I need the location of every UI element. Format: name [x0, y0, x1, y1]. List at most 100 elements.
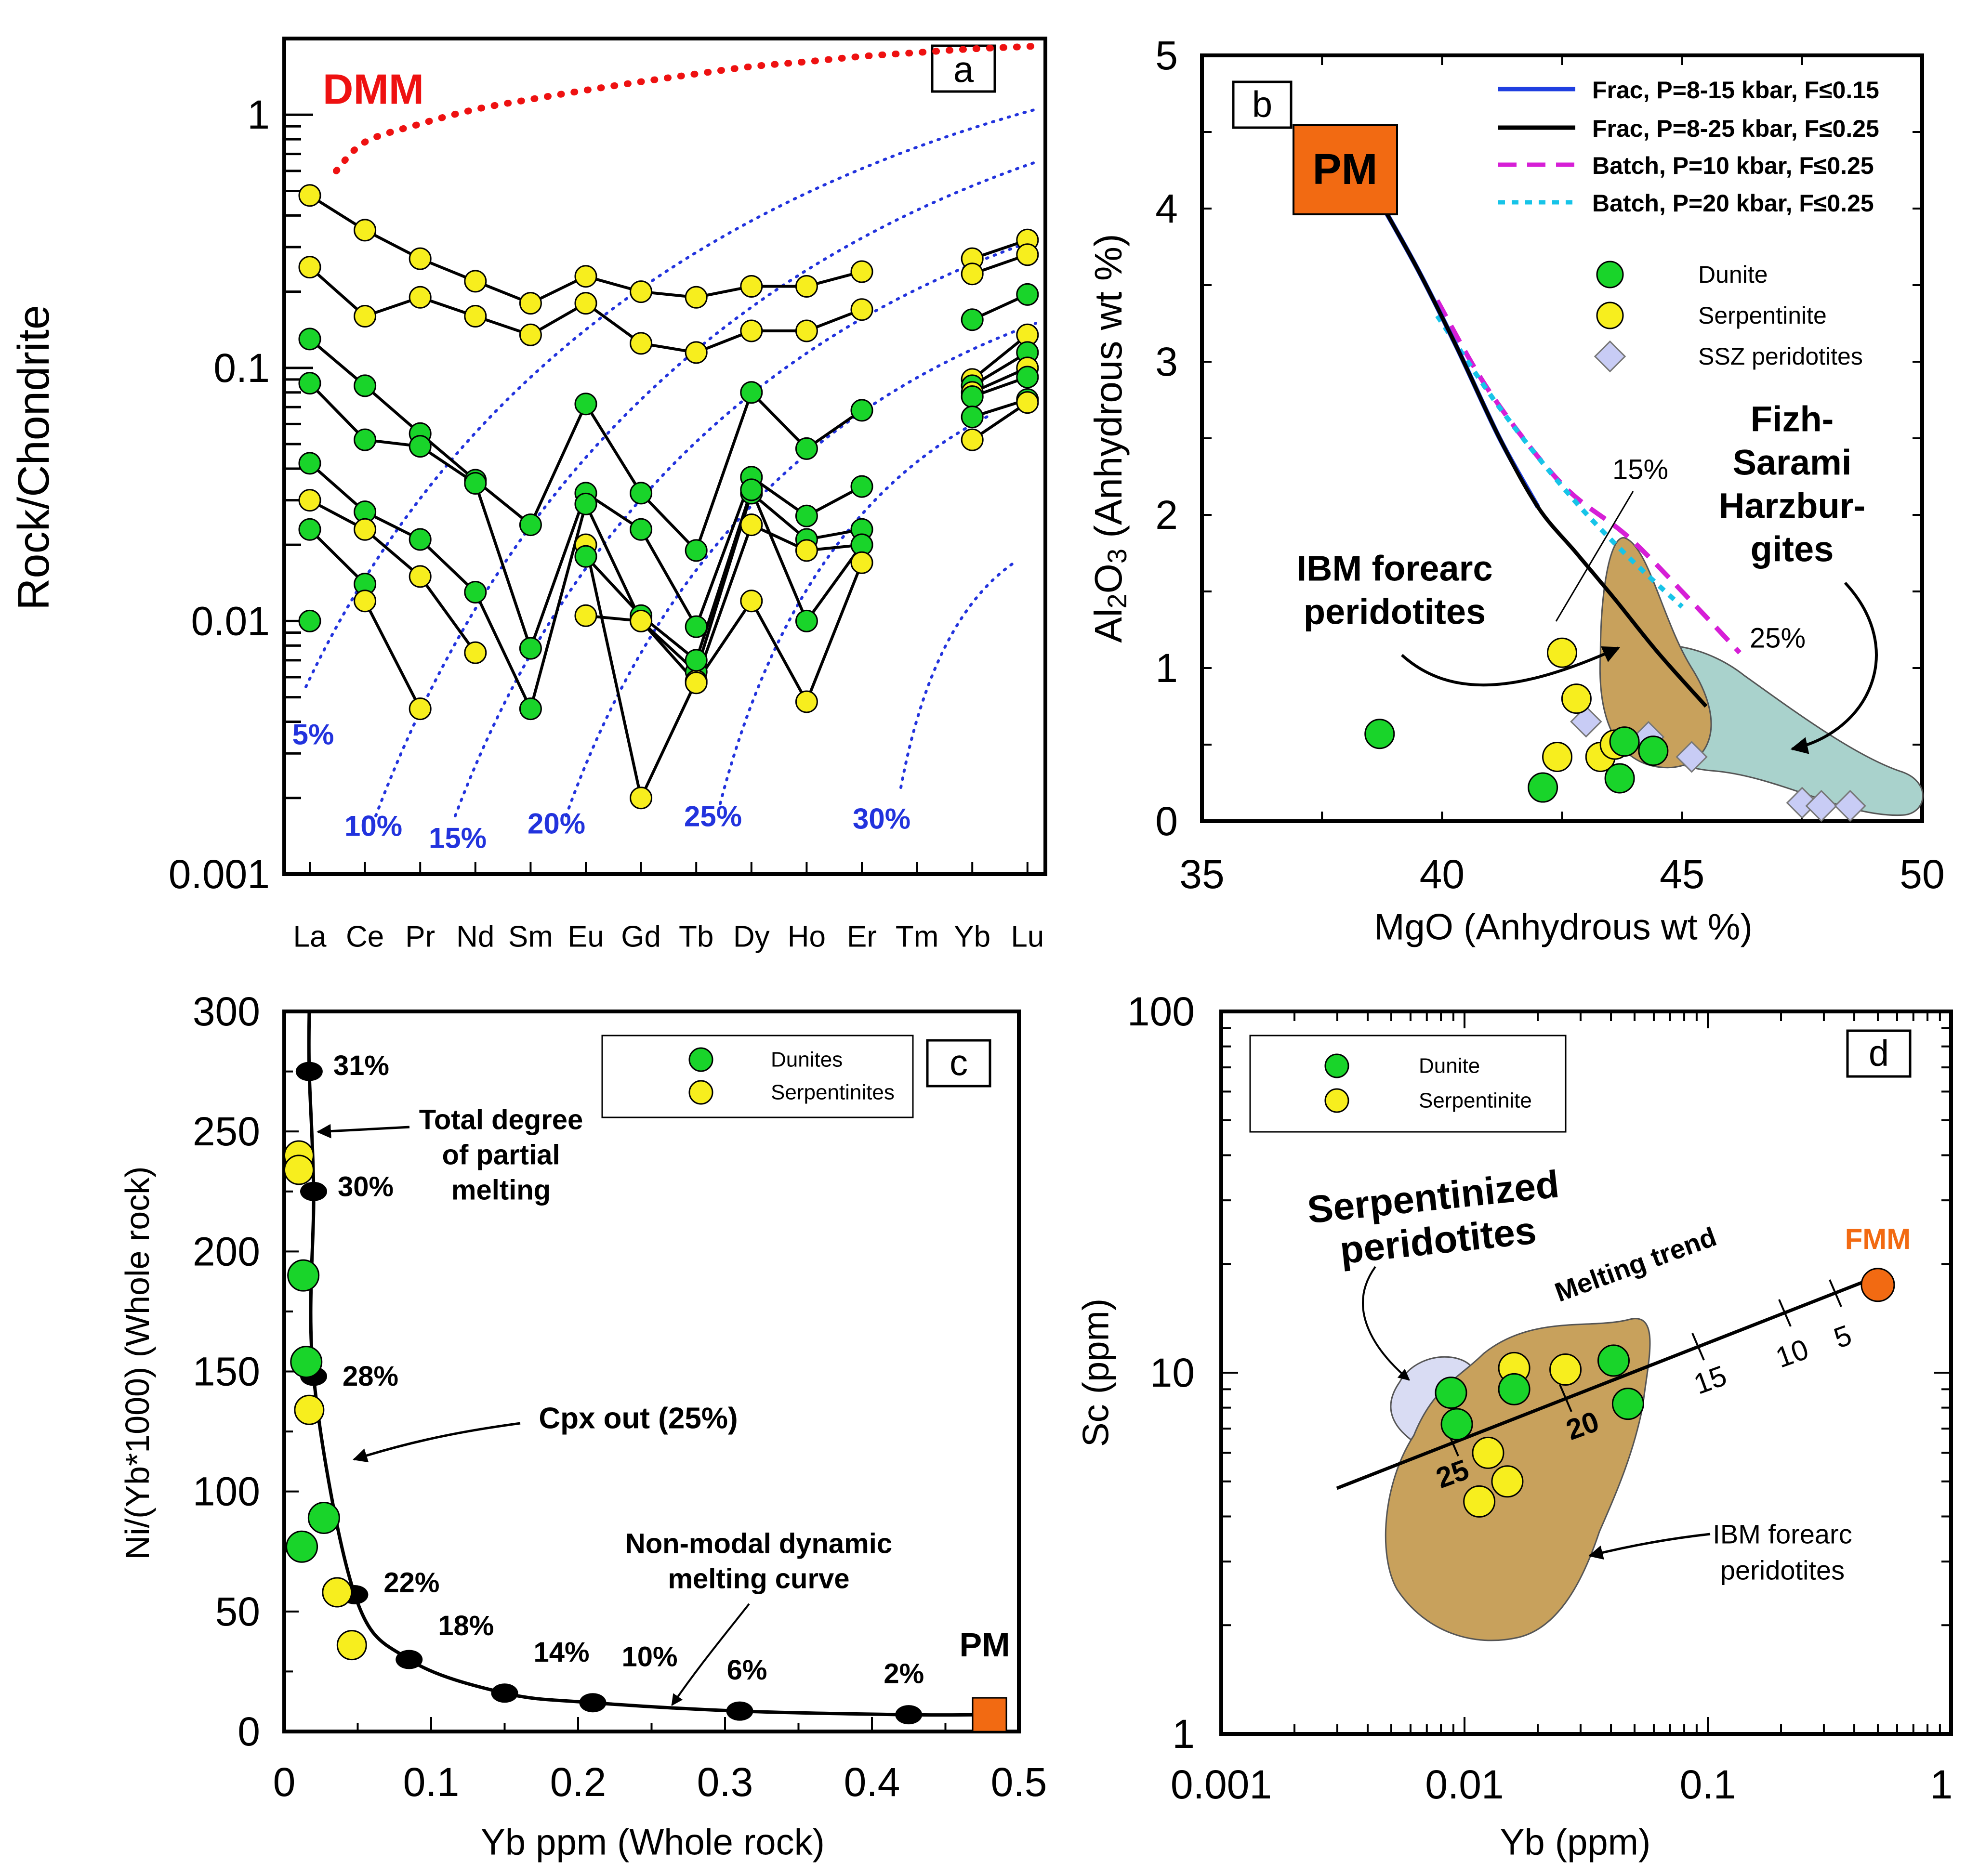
serpentinite-point: [795, 539, 818, 562]
x-tick-label: 35: [1179, 852, 1224, 897]
legend-marker-dunite: [688, 1047, 713, 1072]
y-tick-label: 100: [1127, 989, 1195, 1034]
serpentinite-point: [574, 265, 597, 288]
panel-c: 0 0.1 0.2 0.3 0.4 0.5 0 50 100 150 200 250 300 Yb ppm…: [119, 989, 1047, 1863]
dunite-point: [685, 615, 708, 638]
melt-degree-label: 10%: [622, 1641, 678, 1673]
dmm-label: DMM: [323, 66, 424, 113]
melting-curve-label: 25%: [684, 800, 742, 833]
batch-10kbar-curve: [1435, 299, 1742, 655]
serpentinite-point: [354, 219, 377, 242]
pm-marker: [972, 1697, 1007, 1732]
dunite-point: [298, 328, 321, 351]
melt-degree-label: 31%: [333, 1050, 389, 1081]
dunite-point: [298, 372, 321, 395]
panel-label-box: [1846, 1029, 1912, 1078]
serpentinite-point: [298, 184, 321, 207]
annotation-fizh: Sarami: [1733, 443, 1852, 483]
fmm-marker: [1860, 1268, 1895, 1302]
annotation-fizh: Fizh-: [1751, 399, 1834, 439]
y-tick-label: 2: [1155, 492, 1178, 538]
serpentinite-point: [795, 275, 818, 298]
melting-trend-line: [1336, 1277, 1873, 1490]
dunite-point: [290, 1346, 323, 1378]
y-tick-label: 1: [1155, 645, 1178, 691]
serpentinite-point: [795, 319, 818, 342]
serpentinite-point: [740, 319, 763, 342]
serpentinite-point: [354, 305, 377, 328]
legend-label: Batch, P=20 kbar, F≤0.25: [1592, 190, 1874, 217]
y-tick-label: 10: [1150, 1350, 1195, 1395]
x-axis-label: Yb ppm (Whole rock): [481, 1822, 825, 1863]
dunite-point: [795, 609, 818, 632]
y-tick-label: 150: [193, 1349, 260, 1394]
annotation-ibm: peridotites: [1304, 592, 1486, 632]
dunite-point: [1435, 1377, 1467, 1409]
dunite-point: [1016, 283, 1039, 306]
dunite-point: [740, 478, 763, 501]
serpentinite-point: [1463, 1485, 1496, 1518]
dunite-point: [409, 435, 432, 458]
arrow-total: [317, 1124, 410, 1139]
melting-curve-label: 15%: [429, 822, 487, 854]
x-tick-label: 0.4: [844, 1759, 900, 1805]
y-tick-label: 0.001: [169, 852, 270, 897]
melting-trend-tick: [1691, 1333, 1705, 1361]
melt-degree-point: [726, 1701, 753, 1721]
x-tick-label: Er: [847, 920, 877, 954]
panel-label: b: [1252, 84, 1272, 125]
serpentinite-point: [284, 1154, 314, 1185]
y-tick-label: 200: [193, 1229, 260, 1274]
panel-label: d: [1869, 1033, 1889, 1074]
x-tick-label: Pr: [405, 920, 435, 954]
legend-marker-serpentinite: [1596, 302, 1624, 329]
dunite-point: [630, 518, 653, 541]
annotation-15pct: 15%: [1612, 454, 1668, 485]
x-tick-label: 1: [1930, 1762, 1953, 1807]
y-tick-label: 0.01: [191, 598, 270, 643]
legend-marker-serpentinite: [1324, 1088, 1349, 1113]
annotation-25pct: 25%: [1750, 623, 1806, 654]
x-tick-label: 45: [1660, 852, 1704, 897]
melting-curve: [565, 322, 1037, 817]
pm-label: PM: [1313, 145, 1378, 194]
y-tick-label: 100: [193, 1469, 260, 1514]
melt-degree-point: [295, 1062, 323, 1081]
dunite-point: [1604, 763, 1635, 794]
y-tick-label: 4: [1155, 186, 1178, 231]
panel-label-box: [931, 44, 996, 93]
serpentinite-point: [298, 489, 321, 512]
annotation-nonmodal: Non-modal dynamic: [625, 1528, 892, 1560]
dunite-point: [630, 482, 653, 505]
y-axis-label: Ni/(Yb*1000) (Whole rock): [119, 1167, 156, 1560]
dunite-point: [287, 1259, 320, 1292]
y-tick-label: 0.1: [213, 345, 270, 391]
serpentinite-point: [574, 604, 597, 627]
serpentinite-point: [322, 1577, 353, 1608]
x-tick-label: 0.01: [1425, 1762, 1504, 1807]
melt-degree-label: 14%: [534, 1637, 590, 1668]
y-tick-label: 250: [193, 1109, 260, 1154]
x-tick-label: Gd: [621, 920, 661, 954]
legend-label: Frac, P=8-25 kbar, F≤0.25: [1592, 115, 1879, 142]
serpentinite-point: [354, 590, 377, 613]
serpentinite-point: [740, 513, 763, 537]
serpentinite-point: [294, 1394, 325, 1425]
panel-a: 1 0.1 0.01 0.001 La Ce Pr Nd Sm Eu Gd Tb Dy Ho Er Tm Yb L…: [9, 37, 1047, 954]
ssz-point: [1786, 787, 1819, 819]
dunite-point: [795, 437, 818, 460]
dunite-point: [298, 518, 321, 541]
yb-lu-line: [971, 333, 1029, 381]
legend-label: Serpentinite: [1419, 1089, 1532, 1113]
legend-marker-serpentinite: [688, 1080, 713, 1105]
arrow-ibm: [1588, 1533, 1711, 1560]
melt-degree-label: 18%: [438, 1610, 494, 1641]
annotation-fizh: Harzbur-: [1719, 486, 1865, 526]
dunite-point: [1364, 719, 1395, 749]
legend-label: SSZ peridotites: [1698, 343, 1863, 370]
dunite-point: [961, 385, 984, 408]
dunite-point: [795, 504, 818, 527]
legend-label: Dunites: [771, 1048, 843, 1072]
